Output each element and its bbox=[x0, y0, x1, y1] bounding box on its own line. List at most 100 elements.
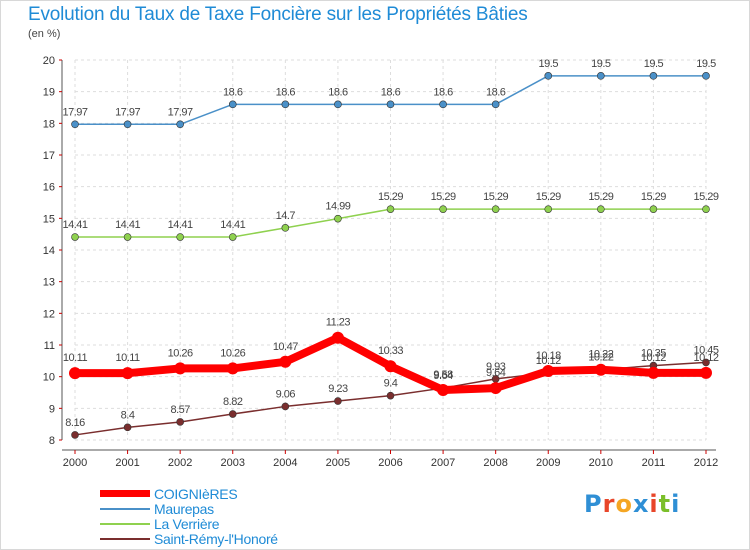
data-point bbox=[700, 366, 712, 379]
legend-item: COIGNIèRES bbox=[100, 486, 278, 502]
data-point bbox=[121, 367, 134, 380]
data-point bbox=[123, 423, 132, 432]
data-label: 10.26 bbox=[168, 347, 193, 359]
y-tick-label: 12 bbox=[43, 308, 55, 320]
data-point bbox=[594, 363, 607, 376]
data-label: 9.23 bbox=[328, 383, 348, 395]
data-label: 18.6 bbox=[328, 86, 348, 98]
x-tick-label: 2001 bbox=[115, 457, 139, 469]
data-label: 8.4 bbox=[121, 409, 135, 421]
data-point bbox=[176, 418, 184, 426]
data-label: 15.29 bbox=[431, 191, 456, 203]
data-point bbox=[228, 410, 237, 418]
data-label: 15.29 bbox=[378, 191, 403, 203]
data-label: 18.6 bbox=[433, 86, 453, 98]
data-point bbox=[123, 120, 132, 129]
data-point bbox=[71, 120, 79, 129]
data-point bbox=[71, 431, 79, 439]
data-label: 14.41 bbox=[220, 219, 245, 231]
data-label: 14.41 bbox=[168, 219, 193, 231]
y-tick-label: 8 bbox=[49, 435, 55, 447]
x-tick-label: 2003 bbox=[221, 457, 245, 469]
data-label: 10.45 bbox=[693, 344, 718, 356]
data-label: 10.12 bbox=[641, 352, 666, 364]
data-label: 10.18 bbox=[536, 350, 561, 362]
legend-item: Saint-Rémy-l'Honoré bbox=[100, 530, 278, 547]
data-label: 19.5 bbox=[539, 58, 559, 70]
data-point bbox=[281, 224, 290, 232]
y-tick-label: 14 bbox=[43, 245, 55, 257]
data-point bbox=[386, 100, 395, 109]
data-label: 18.6 bbox=[486, 86, 506, 98]
data-point bbox=[702, 358, 710, 367]
data-label: 9.4 bbox=[384, 378, 398, 390]
x-tick-label: 2000 bbox=[63, 457, 87, 469]
y-tick-label: 18 bbox=[43, 118, 55, 130]
data-label: 19.5 bbox=[591, 58, 611, 70]
data-label: 8.57 bbox=[170, 404, 190, 416]
x-tick-label: 2011 bbox=[642, 457, 666, 469]
data-point bbox=[228, 233, 237, 241]
legend-swatch bbox=[100, 537, 150, 540]
data-point bbox=[279, 355, 292, 368]
data-point bbox=[176, 120, 184, 129]
y-tick-label: 15 bbox=[43, 213, 55, 225]
y-tick-label: 20 bbox=[43, 55, 55, 67]
logo-letter: x bbox=[632, 490, 650, 518]
data-label: 10.22 bbox=[588, 349, 613, 361]
data-label: 10.26 bbox=[220, 347, 245, 359]
data-label: 9.58 bbox=[433, 369, 453, 381]
logo-letter: t bbox=[658, 490, 672, 518]
data-label: 10.11 bbox=[115, 352, 140, 364]
data-point bbox=[649, 72, 658, 80]
data-label: 17.97 bbox=[115, 106, 140, 118]
x-tick-label: 2005 bbox=[326, 457, 350, 469]
data-point bbox=[386, 391, 395, 400]
data-point bbox=[702, 205, 710, 213]
data-point bbox=[491, 100, 500, 109]
data-point bbox=[439, 205, 447, 213]
data-label: 8.82 bbox=[223, 396, 243, 408]
data-label: 10.22 bbox=[588, 352, 613, 364]
data-point bbox=[174, 362, 187, 375]
legend-swatch bbox=[100, 507, 150, 510]
legend-item: Maurepas bbox=[100, 501, 278, 517]
data-point bbox=[71, 233, 79, 241]
data-point bbox=[176, 233, 184, 241]
y-tick-label: 9 bbox=[49, 403, 55, 415]
data-label: 18.6 bbox=[381, 86, 401, 98]
data-label: 10.12 bbox=[536, 355, 561, 367]
x-tick-label: 2012 bbox=[694, 457, 718, 469]
data-point bbox=[491, 205, 500, 213]
data-point bbox=[649, 205, 658, 213]
x-tick-label: 2010 bbox=[589, 457, 613, 469]
data-point bbox=[226, 362, 239, 375]
legend-label: Saint-Rémy-l'Honoré bbox=[154, 530, 278, 547]
data-point bbox=[228, 100, 237, 109]
data-label: 14.41 bbox=[62, 219, 87, 231]
data-label: 9.93 bbox=[486, 361, 506, 373]
y-tick-label: 19 bbox=[43, 87, 55, 99]
x-tick-label: 2006 bbox=[378, 457, 402, 469]
chart-title: Evolution du Taux de Taxe Foncière sur l… bbox=[28, 4, 528, 25]
data-label: 17.97 bbox=[62, 106, 87, 118]
x-tick-label: 2004 bbox=[273, 457, 297, 469]
data-point bbox=[384, 360, 397, 373]
data-label: 14.99 bbox=[325, 201, 350, 213]
data-point bbox=[281, 100, 290, 109]
y-tick-label: 11 bbox=[44, 340, 55, 352]
y-tick-label: 17 bbox=[43, 150, 55, 162]
data-point bbox=[702, 72, 710, 80]
data-label: 19.5 bbox=[696, 58, 716, 70]
logo-letter: r bbox=[602, 490, 616, 518]
data-point bbox=[386, 205, 395, 213]
data-label: 17.97 bbox=[168, 106, 193, 118]
data-label: 10.11 bbox=[63, 352, 88, 364]
data-point bbox=[597, 72, 605, 80]
data-point bbox=[334, 214, 342, 223]
data-label: 18.6 bbox=[223, 86, 243, 98]
data-point bbox=[439, 100, 447, 109]
data-label: 15.29 bbox=[588, 191, 613, 203]
y-tick-label: 16 bbox=[43, 182, 55, 194]
